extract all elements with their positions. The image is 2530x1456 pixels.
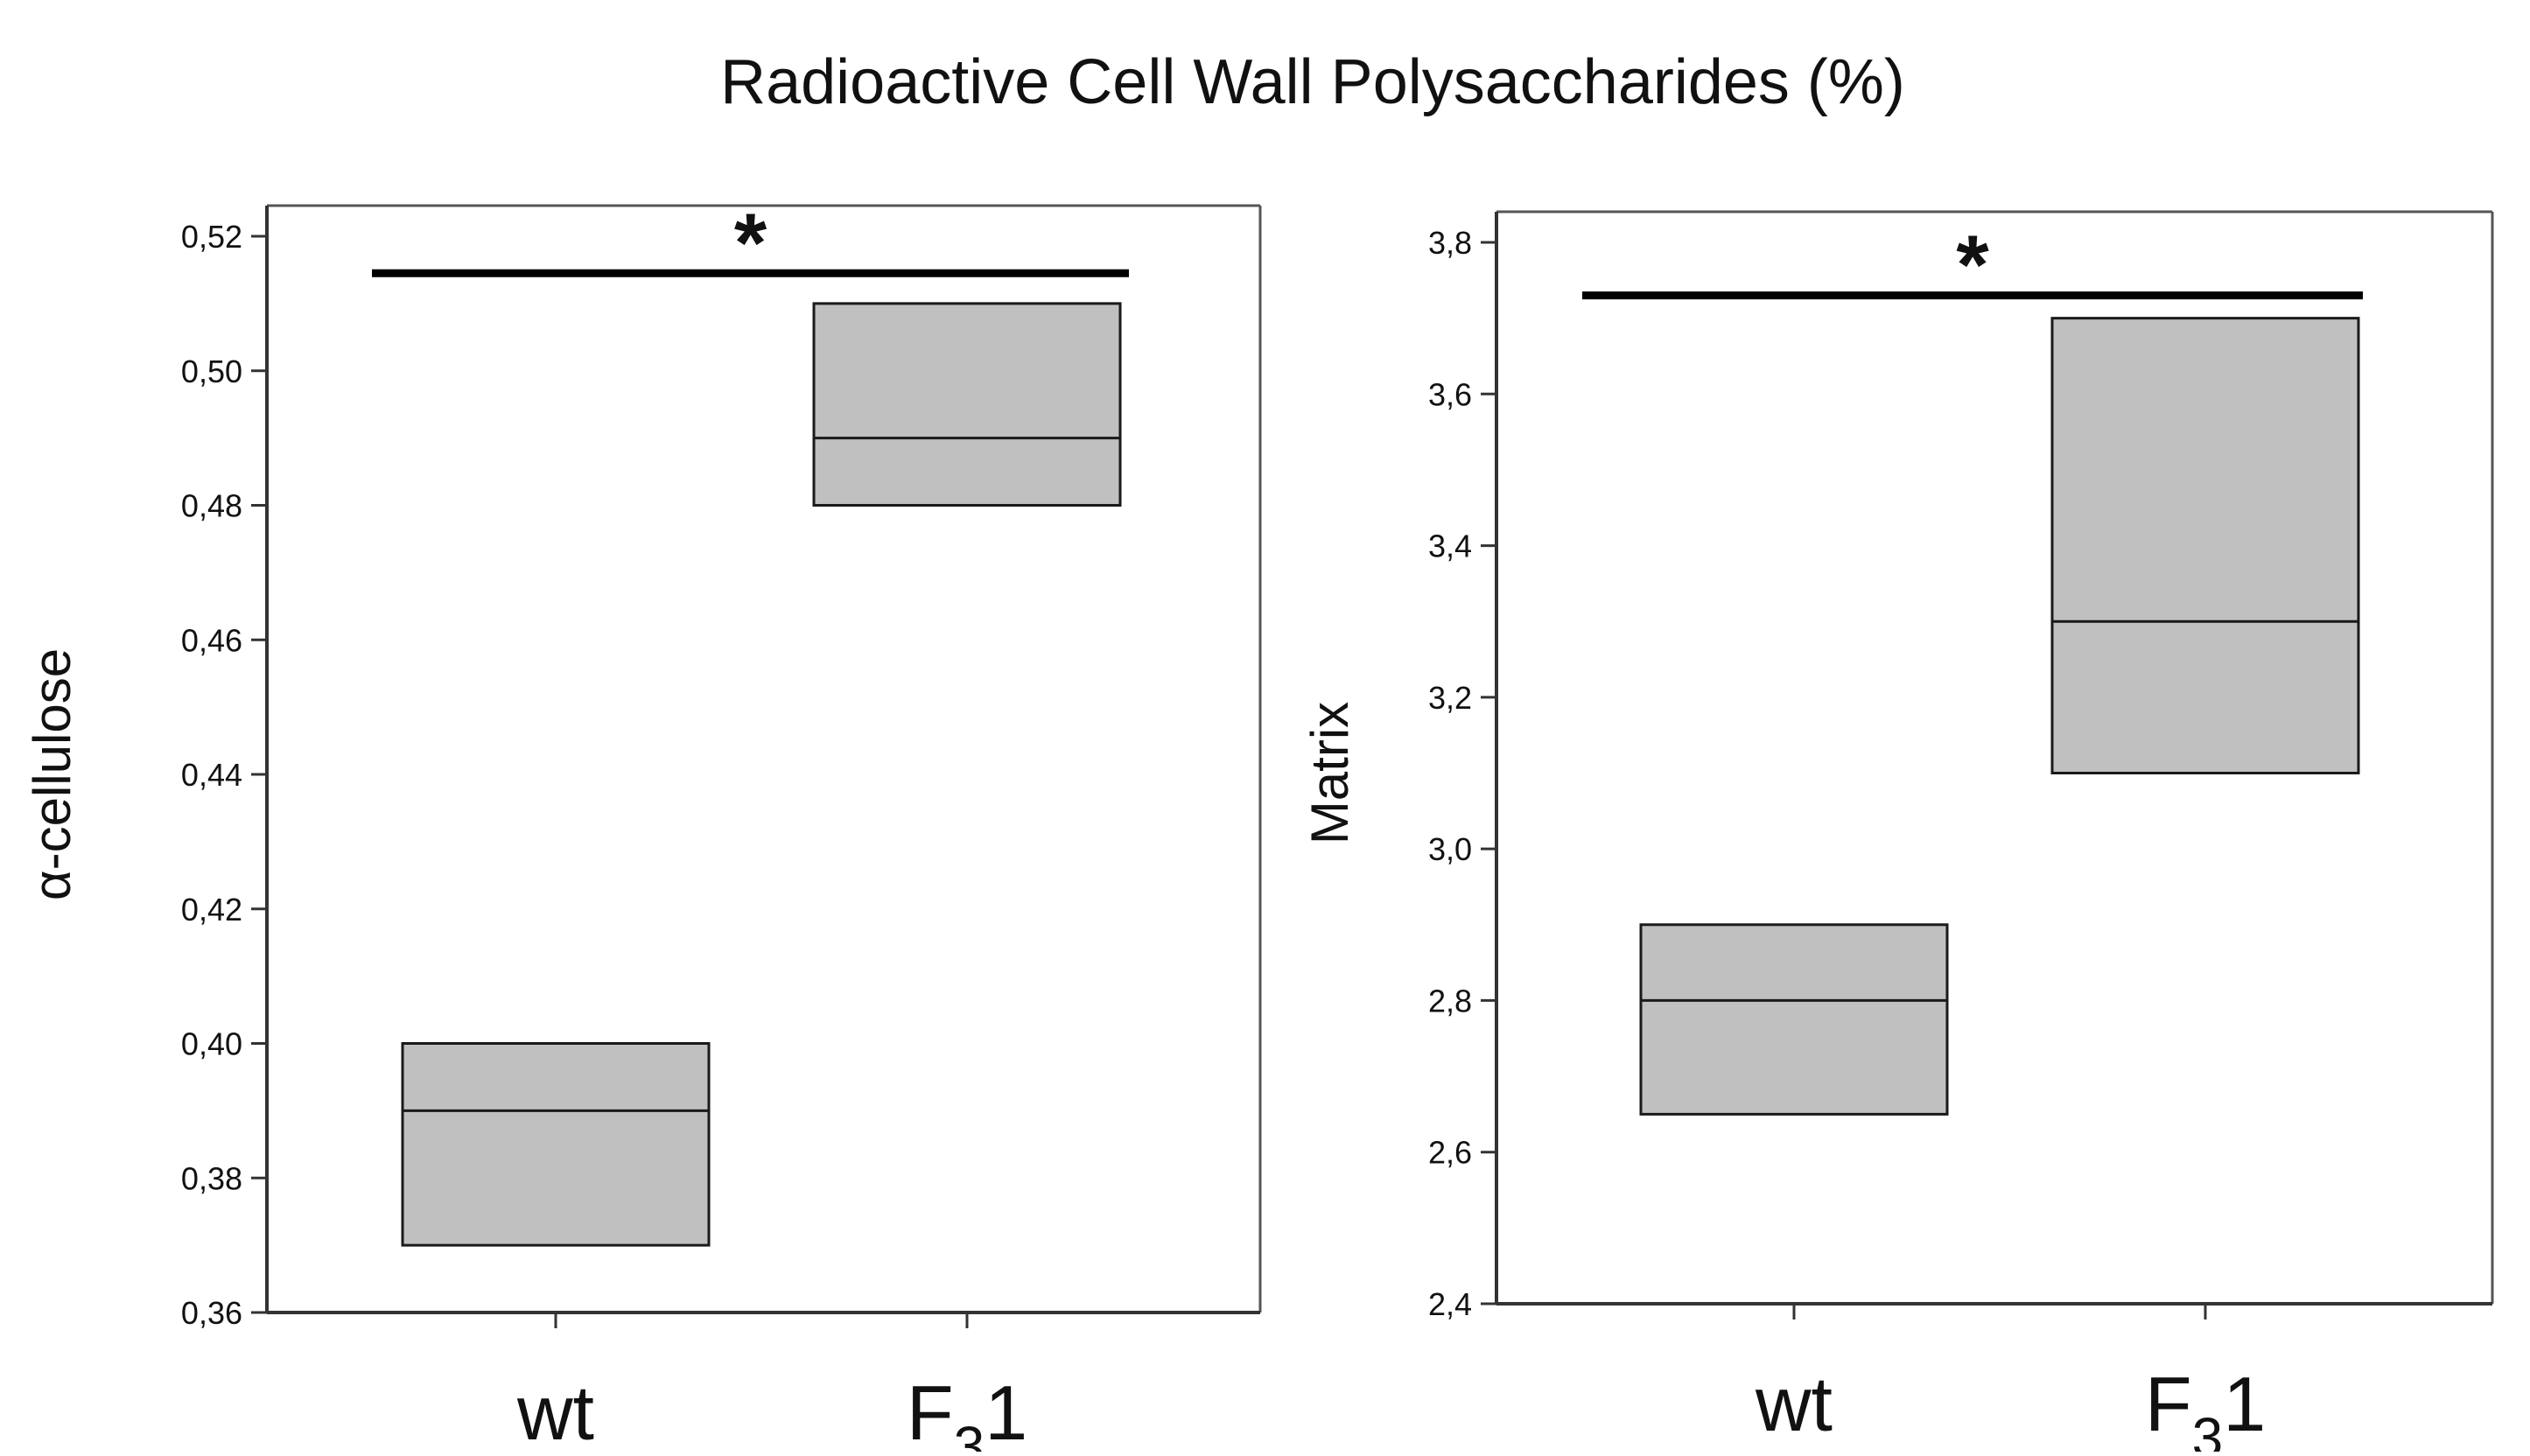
box-1 — [1639, 923, 1949, 1116]
chart-title: Radioactive Cell Wall Polysaccharides (%… — [720, 47, 1905, 117]
y-tick-label: 0,50 — [181, 354, 242, 389]
y-tick-label: 0,38 — [181, 1160, 242, 1196]
chart-panel-2: 2,4 2,6 2,8 3,0 3,2 3,4 3,6 3,8 Matrix wt F31 * — [1300, 210, 2494, 1456]
chart-panels: 0,36 0,38 0,40 0,42 0,44 0,46 0,48 0,50 0,52 α-ce… — [23, 196, 2494, 1456]
box-1 — [401, 1042, 711, 1247]
chart-panel-1: 0,36 0,38 0,40 0,42 0,44 0,46 0,48 0,50 0,52 α-ce… — [23, 196, 1262, 1456]
x-category-label: F31 — [2145, 1361, 2266, 1452]
y-tick-label: 0,52 — [181, 219, 242, 255]
significance-star: * — [1956, 219, 1989, 312]
box-2 — [2050, 317, 2360, 774]
x-category-label: wt — [516, 1369, 594, 1452]
y-tick-label: 3,6 — [1428, 376, 1472, 412]
y-tick-label: 2,4 — [1428, 1286, 1472, 1322]
y-tick-label: 0,44 — [181, 757, 242, 793]
y-tick-label: 0,42 — [181, 892, 242, 928]
y-tick-label: 0,48 — [181, 488, 242, 524]
x-category-label: wt — [1755, 1361, 1833, 1447]
y-axis-title: α-cellulose — [23, 648, 81, 900]
y-axis-title: Matrix — [1300, 702, 1359, 844]
significance-star: * — [734, 196, 767, 290]
y-tick-label: 3,0 — [1428, 831, 1472, 867]
y-tick-label: 3,8 — [1428, 225, 1472, 261]
y-tick-label: 3,4 — [1428, 528, 1472, 564]
y-tick-label: 0,46 — [181, 622, 242, 658]
y-tick-label: 2,6 — [1428, 1135, 1472, 1171]
y-tick-label: 3,2 — [1428, 680, 1472, 716]
box-2 — [812, 302, 1122, 507]
x-category-label: F31 — [907, 1369, 1027, 1452]
y-tick-label: 0,36 — [181, 1295, 242, 1331]
y-tick-label: 0,40 — [181, 1026, 242, 1062]
y-tick-label: 2,8 — [1428, 983, 1472, 1018]
